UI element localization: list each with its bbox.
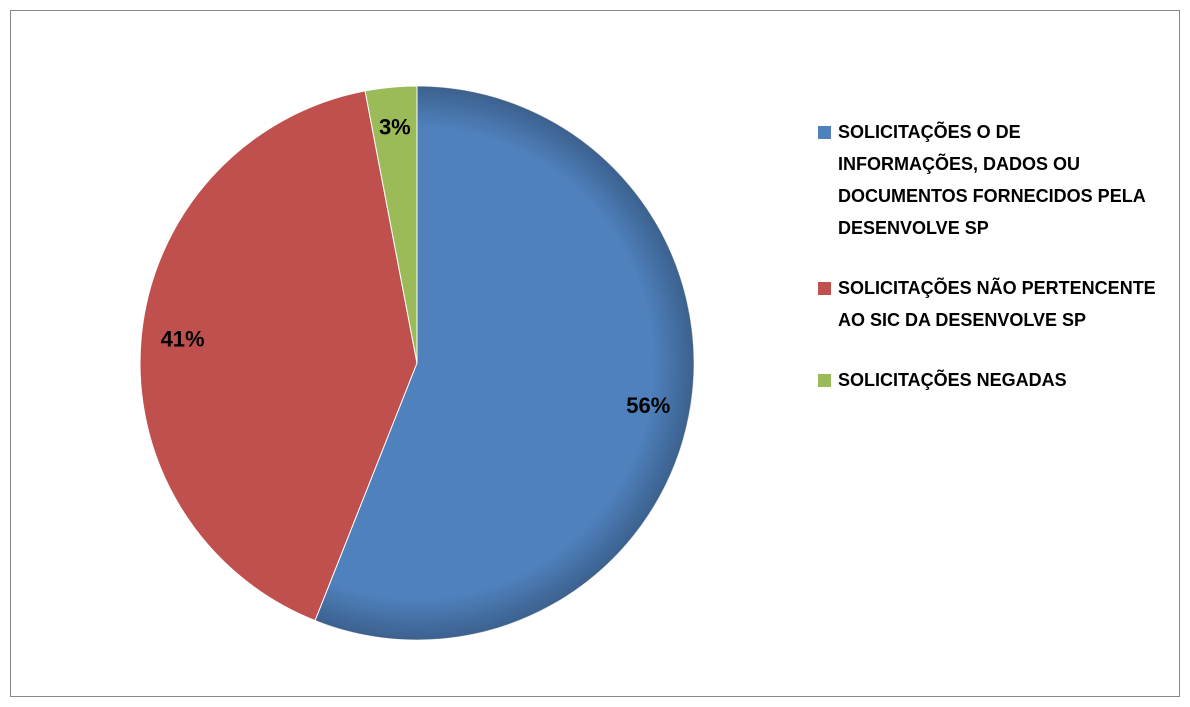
legend-swatch — [818, 282, 831, 295]
legend-item: SOLICITAÇÕES NÃO PERTENCENTE AO SIC DA D… — [818, 272, 1158, 336]
legend-swatch — [818, 126, 831, 139]
pie-slice — [364, 85, 418, 364]
data-label: 56% — [626, 393, 670, 418]
pie-slice — [139, 90, 418, 622]
legend-label: SOLICITAÇÕES O DE INFORMAÇÕES, DADOS OU … — [838, 122, 1146, 238]
legend-item: SOLICITAÇÕES O DE INFORMAÇÕES, DADOS OU … — [818, 116, 1158, 244]
legend-swatch — [818, 374, 831, 387]
legend-item: SOLICITAÇÕES NEGADAS — [818, 364, 1158, 396]
legend-label: SOLICITAÇÕES NEGADAS — [838, 370, 1067, 390]
data-label: 41% — [161, 327, 205, 352]
legend-label: SOLICITAÇÕES NÃO PERTENCENTE AO SIC DA D… — [838, 278, 1156, 330]
data-label: 3% — [379, 114, 411, 139]
legend: SOLICITAÇÕES O DE INFORMAÇÕES, DADOS OU … — [818, 116, 1158, 424]
